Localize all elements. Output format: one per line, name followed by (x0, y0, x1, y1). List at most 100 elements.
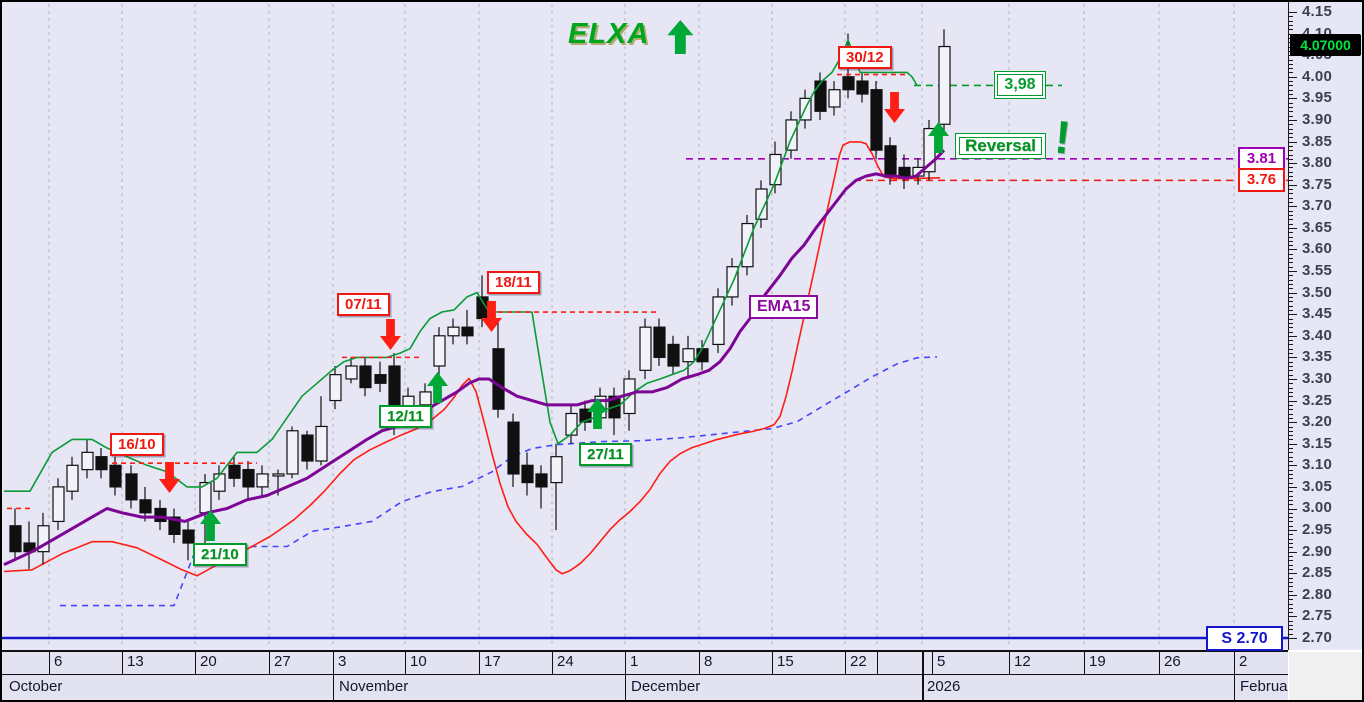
event-label[interactable]: 27/11 (579, 443, 632, 466)
candle[interactable] (828, 81, 841, 116)
candle[interactable] (712, 288, 725, 354)
candle[interactable] (242, 460, 255, 500)
candle[interactable] (329, 366, 342, 410)
event-label[interactable]: 16/10 (110, 433, 164, 456)
candle[interactable] (447, 318, 460, 345)
candle[interactable] (814, 72, 827, 120)
price-tick (1289, 521, 1293, 523)
event-label[interactable]: 21/10 (193, 543, 247, 566)
candle[interactable] (535, 465, 548, 509)
candle[interactable] (315, 396, 328, 466)
price-tick (1289, 400, 1297, 402)
candle[interactable] (9, 508, 22, 561)
level-label[interactable]: 3.81 (1238, 146, 1285, 171)
price-tick (1289, 435, 1293, 437)
candle[interactable] (565, 404, 578, 444)
candle[interactable] (550, 443, 563, 531)
candle[interactable] (938, 29, 951, 133)
month-label: November (333, 675, 625, 700)
price-tick (1289, 202, 1293, 203)
price-axis-label: 3.15 (1302, 434, 1332, 452)
candle[interactable] (168, 508, 181, 544)
price-tick (1289, 184, 1297, 186)
candle[interactable] (52, 478, 65, 531)
price-tick (1289, 620, 1293, 622)
price-tick (1289, 504, 1293, 506)
candle[interactable] (286, 426, 299, 479)
candle[interactable] (37, 512, 50, 565)
price-axis-label: 4.15 (1302, 3, 1332, 20)
candle[interactable] (461, 309, 474, 345)
candle[interactable] (256, 465, 269, 496)
price-axis-label: 3.85 (1302, 132, 1332, 150)
candle[interactable] (653, 318, 666, 367)
time-axis[interactable]: 6 13 20 27 3 10 17 24 1 8 15 22 5 12 19 26 2 October Nove… (2, 650, 1288, 700)
candle[interactable] (359, 357, 372, 397)
price-axis-label: 3.25 (1302, 391, 1332, 409)
candle[interactable] (154, 499, 167, 531)
candle[interactable] (228, 456, 241, 487)
candle[interactable] (639, 318, 652, 379)
month-label: December (625, 675, 922, 700)
candle[interactable] (856, 72, 869, 103)
price-tick (1289, 452, 1293, 454)
candle[interactable] (755, 180, 768, 228)
price-tick (1289, 499, 1293, 501)
candle[interactable] (23, 521, 36, 569)
event-label[interactable]: 18/11 (487, 271, 540, 294)
candle[interactable] (81, 439, 94, 479)
year-boundary-line (922, 652, 924, 700)
price-tick (1289, 16, 1293, 18)
candle[interactable] (608, 387, 621, 436)
price-axis[interactable]: 4.154.104.054.003.953.903.853.803.753.70… (1288, 2, 1362, 650)
price-tick (1289, 327, 1293, 329)
level-label[interactable]: 3,98 (994, 71, 1046, 100)
level-label[interactable]: 3.76 (1238, 168, 1285, 193)
price-tick (1289, 227, 1297, 229)
price-tick (1289, 594, 1297, 596)
price-tick (1289, 318, 1293, 320)
candle[interactable] (682, 335, 695, 379)
chart-canvas[interactable]: ELXA EMA15 Reversal ! 16/10 21/10 07/11 12/… (2, 2, 1288, 651)
candle[interactable] (870, 81, 883, 159)
price-tick (1289, 167, 1293, 169)
candle[interactable] (95, 448, 108, 479)
candle[interactable] (182, 521, 195, 561)
candle[interactable] (667, 335, 680, 375)
price-tick (1289, 331, 1293, 333)
price-tick (1289, 396, 1293, 398)
candle[interactable] (507, 413, 520, 487)
event-label[interactable]: 07/11 (337, 293, 390, 316)
price-axis-label: 3.05 (1302, 477, 1332, 495)
price-tick (1289, 603, 1293, 605)
price-axis-label: 3.40 (1302, 326, 1332, 344)
candle[interactable] (579, 400, 592, 431)
price-tick (1289, 309, 1293, 311)
event-label[interactable]: 12/11 (379, 405, 432, 428)
candle[interactable] (521, 452, 534, 496)
price-axis-label: 4.00 (1302, 67, 1332, 85)
candle[interactable] (301, 430, 314, 470)
ema15-label[interactable]: EMA15 (749, 295, 819, 319)
price-tick (1289, 223, 1293, 225)
price-tick (1289, 586, 1293, 588)
candle[interactable] (433, 327, 446, 375)
candle[interactable] (769, 141, 782, 194)
price-tick (1289, 150, 1293, 152)
reversal-label[interactable]: Reversal (955, 133, 1046, 159)
level-label[interactable]: S 2.70 (1206, 626, 1283, 651)
candle[interactable] (492, 318, 505, 418)
price-tick (1289, 361, 1293, 363)
trend-up-arrow-icon (667, 20, 694, 54)
candle[interactable] (898, 154, 911, 190)
candle[interactable] (374, 361, 387, 392)
candle[interactable] (345, 357, 358, 384)
price-tick (1289, 279, 1293, 281)
week-cell: 15 (772, 652, 845, 674)
price-tick (1289, 266, 1293, 268)
price-tick (1289, 573, 1297, 575)
event-label[interactable]: 30/12 (838, 46, 892, 69)
candle[interactable] (66, 456, 79, 500)
candle[interactable] (785, 111, 798, 159)
candle[interactable] (125, 465, 138, 509)
